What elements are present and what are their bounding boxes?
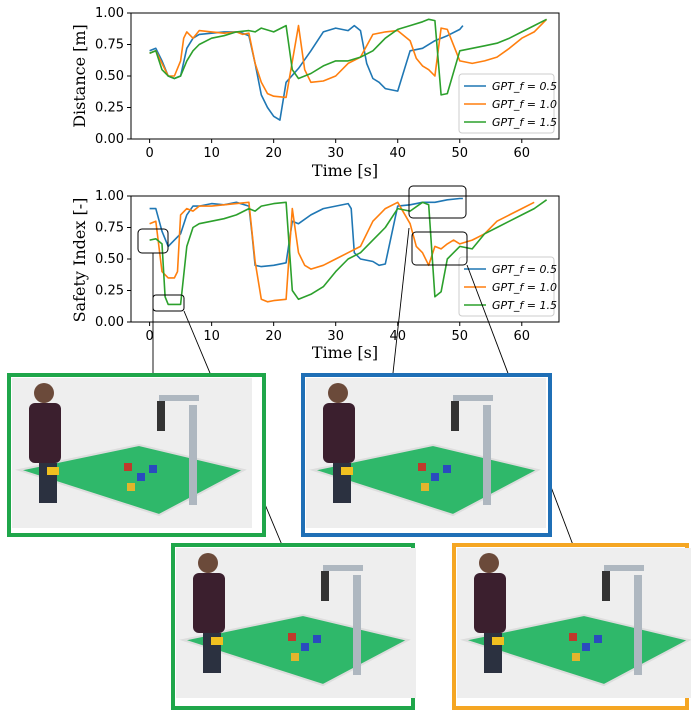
safety-x-tick-label-4: 40 [389,329,406,344]
distance-x-tick-label-1: 10 [203,146,220,161]
safety-series-lines [149,197,548,306]
photo-panel-green-1 [7,373,266,537]
safety-y-ticks: 0.00 0.25 0.50 0.75 1.00 [95,189,131,330]
photo-panels [7,373,691,710]
distance-series-lines [149,18,548,121]
safety-y-tick-label-0: 0.00 [95,315,124,330]
safety-x-tick-label-6: 60 [514,329,531,344]
distance-series-line-orange [149,18,548,99]
distance-y-tick-label-2: 0.50 [95,69,124,84]
distance-x-tick-label-5: 50 [451,146,468,161]
distance-y-tick-label-4: 1.00 [95,6,124,21]
safety-legend-label-1: GPT_f = 0.5 [492,263,557,276]
highlight-box-blue [408,185,467,219]
photo-panel-blue [301,373,552,537]
distance-y-tick-label-1: 0.25 [95,101,124,116]
photo-panel-green-2 [171,543,417,710]
safety-y-tick-label-4: 1.00 [95,189,124,204]
safety-series-line-green [149,199,548,306]
safety-series-line-orange [149,201,535,303]
connector-blue [392,227,410,374]
safety-x-tick-label-3: 30 [327,329,344,344]
safety-x-axis-label: Time [s] [312,343,378,362]
safety-x-tick-label-1: 10 [203,329,220,344]
distance-y-tick-label-3: 0.75 [95,38,124,53]
distance-y-ticks: 0.00 0.25 0.50 0.75 1.00 [95,6,131,147]
safety-x-tick-label-5: 50 [451,329,468,344]
safety-x-tick-label-2: 20 [265,329,282,344]
distance-x-ticks: 0 10 20 30 40 50 60 [145,139,530,161]
distance-series-line-blue [149,24,464,121]
safety-legend: GPT_f = 0.5 GPT_f = 1.0 GPT_f = 1.5 [458,256,557,317]
safety-x-ticks: 0 10 20 30 40 50 60 [145,322,530,344]
distance-y-axis-label: Distance [m] [70,24,89,128]
distance-x-tick-label-4: 40 [389,146,406,161]
safety-legend-label-2: GPT_f = 1.0 [492,281,557,294]
distance-legend-label-2: GPT_f = 1.0 [492,98,557,111]
distance-legend-box [458,73,555,134]
distance-x-axis-label: Time [s] [312,161,378,180]
distance-x-tick-label-2: 20 [265,146,282,161]
distance-chart: 0.00 0.25 0.50 0.75 1.00 0 10 20 30 40 50 60 Dista… [70,6,560,180]
safety-y-tick-label-2: 0.50 [95,252,124,267]
safety-index-chart: 0.00 0.25 0.50 0.75 1.00 0 10 20 30 40 50 60 Safet… [70,185,560,362]
safety-y-axis-label: Safety Index [-] [70,198,89,323]
safety-series-line-blue [149,197,463,268]
distance-legend-label-1: GPT_f = 0.5 [492,80,557,93]
safety-y-tick-label-1: 0.25 [95,284,124,299]
highlight-box-orange [411,231,468,266]
safety-y-tick-label-3: 0.75 [95,221,124,236]
distance-x-tick-label-6: 60 [514,146,531,161]
distance-legend: GPT_f = 0.5 GPT_f = 1.0 GPT_f = 1.5 [458,73,557,134]
safety-legend-label-3: GPT_f = 1.5 [492,299,557,312]
distance-legend-label-3: GPT_f = 1.5 [492,116,557,129]
photo-panel-orange [452,543,691,710]
distance-x-tick-label-3: 30 [327,146,344,161]
distance-x-tick-label-0: 0 [145,146,153,161]
distance-series-line-green [149,18,547,96]
safety-x-tick-label-0: 0 [145,329,153,344]
distance-y-tick-label-0: 0.00 [95,132,124,147]
safety-legend-box [458,256,555,317]
